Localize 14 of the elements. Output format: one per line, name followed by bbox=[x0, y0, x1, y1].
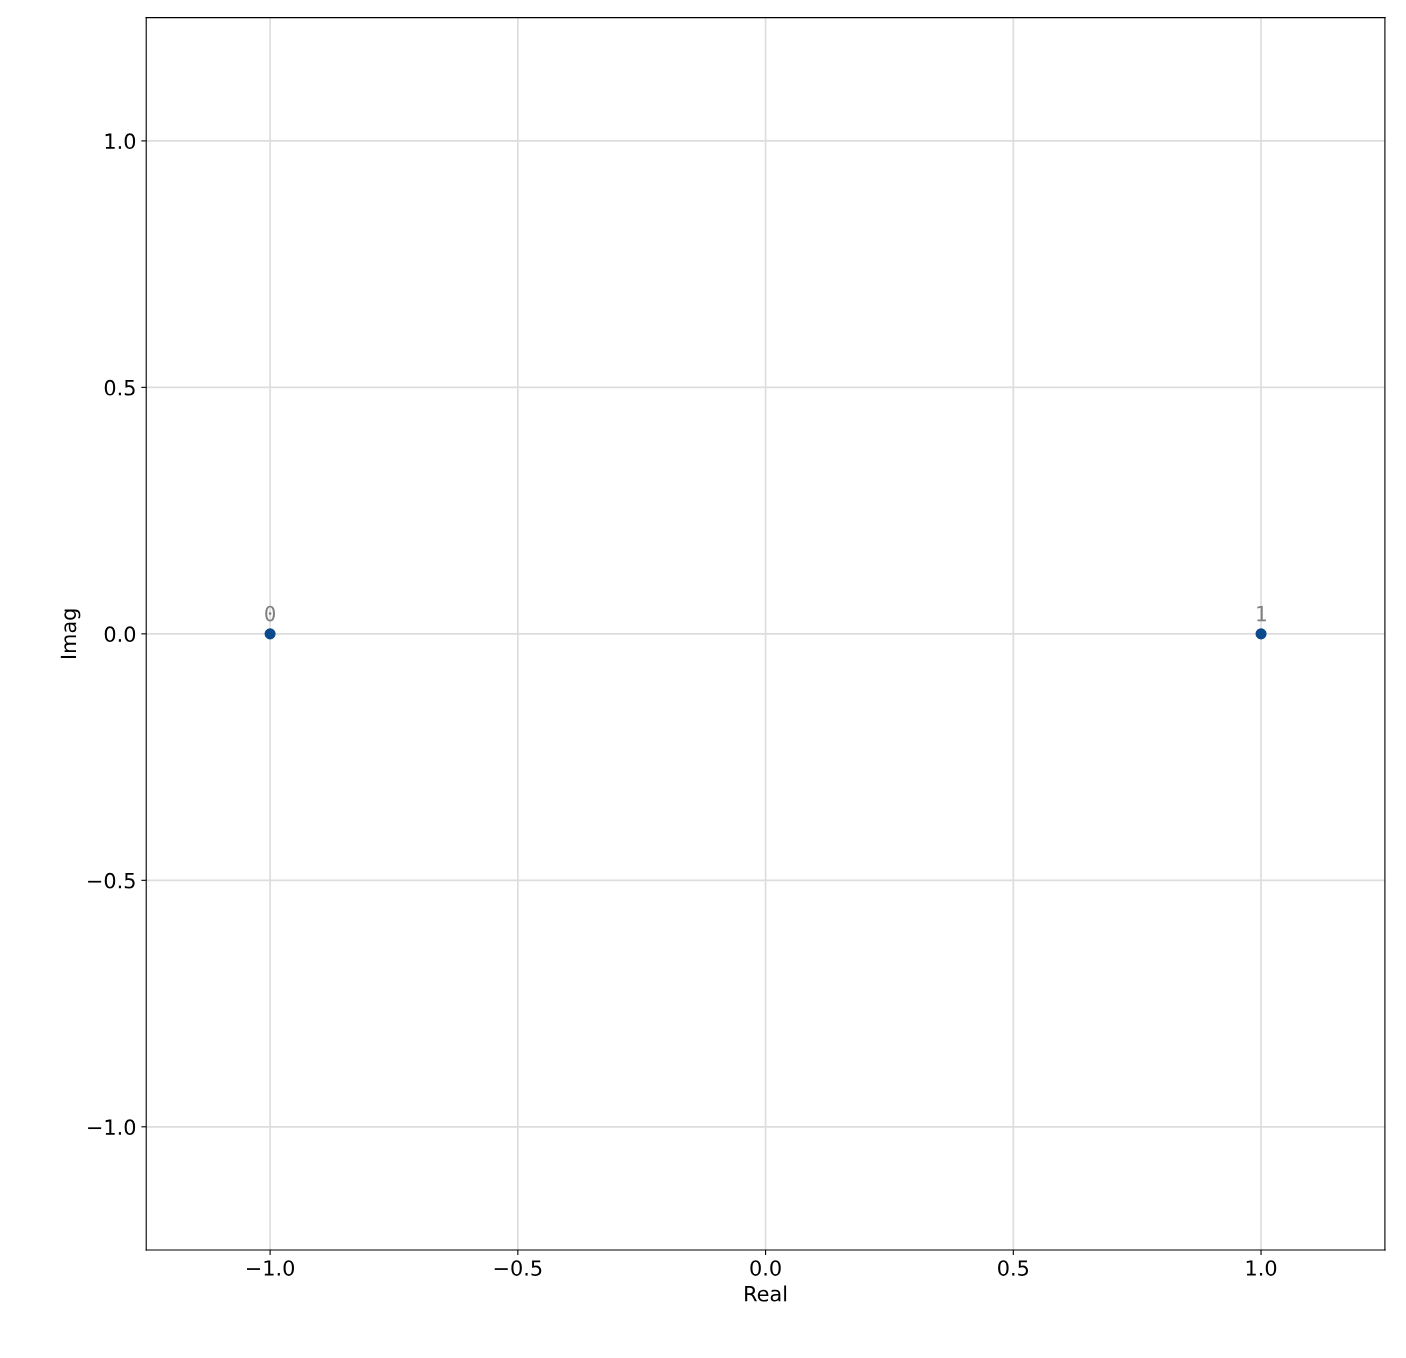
y-tick-label: −0.5 bbox=[88, 872, 135, 889]
y-axis-title: Imag bbox=[60, 609, 81, 659]
y-tick-label: 0.0 bbox=[104, 626, 136, 643]
y-tick-label: −1.0 bbox=[88, 1119, 136, 1136]
x-tick-label: 0.5 bbox=[998, 1260, 1029, 1276]
annotation: 0 bbox=[265, 605, 276, 622]
x-tick-label: 0.0 bbox=[750, 1260, 781, 1276]
annotation: 1 bbox=[1257, 605, 1266, 622]
x-tick-label: −1.0 bbox=[247, 1260, 294, 1276]
y-tick-label: 0.5 bbox=[104, 379, 135, 396]
x-tick-label: 1.0 bbox=[1246, 1260, 1277, 1276]
x-axis-title: Real bbox=[745, 1285, 787, 1302]
x-tick-label: −0.5 bbox=[494, 1260, 542, 1276]
y-tick-label: 1.0 bbox=[105, 133, 136, 150]
